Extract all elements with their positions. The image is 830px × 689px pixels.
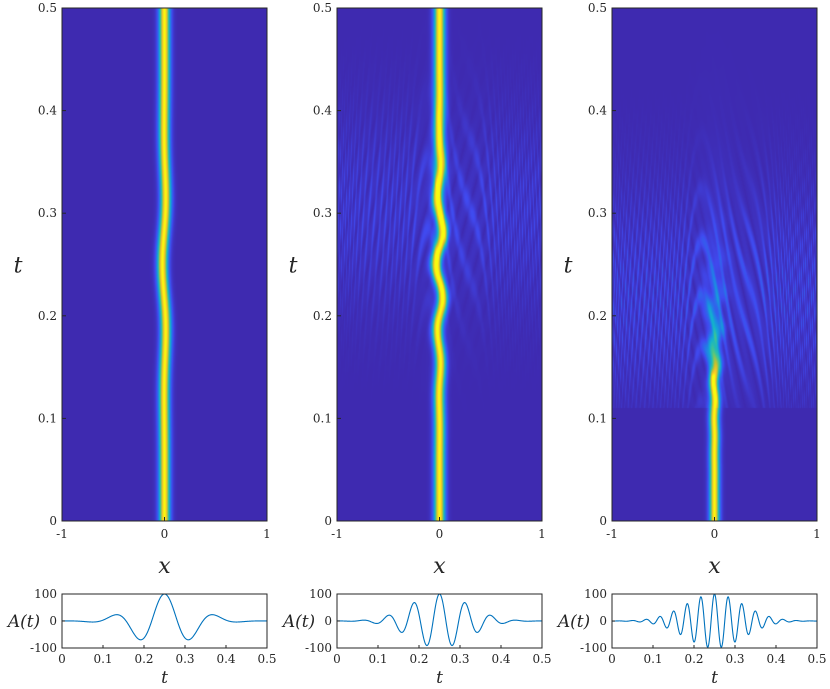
x-tick-label: -1 xyxy=(606,527,618,541)
x-tick-label: -1 xyxy=(56,527,68,541)
y-tick-label: 0.5 xyxy=(313,1,332,15)
heatmap-panel-3: -1 0 100.10.20.30.40.5xt xyxy=(564,1,821,579)
x-tick-label: -1 xyxy=(331,527,343,541)
y-tick-label: 0.4 xyxy=(313,104,332,118)
x-axis-label: x xyxy=(708,554,721,579)
y-tick-label: 0.1 xyxy=(588,411,607,425)
heatmap-image-2 xyxy=(337,8,542,521)
heatmap-image-1 xyxy=(62,8,267,521)
x-tick-label: 0.3 xyxy=(725,652,744,666)
x-tick-label: 0.4 xyxy=(766,652,785,666)
x-tick-label: 0 xyxy=(333,652,341,666)
y-tick-label: 0.5 xyxy=(588,1,607,15)
y-tick-label: 0.4 xyxy=(588,104,607,118)
amplitude-series-line xyxy=(62,594,267,641)
y-tick-label: 0 xyxy=(599,514,607,528)
heatmap-panel-1: -1 0 100.10.20.30.40.5xt xyxy=(14,1,271,579)
y-tick-label: 0.3 xyxy=(38,206,57,220)
y-tick-label: -100 xyxy=(30,641,57,655)
x-axis-label: x xyxy=(433,554,446,579)
y-tick-label: 0.2 xyxy=(588,309,607,323)
x-tick-label: 0.4 xyxy=(491,652,510,666)
y-tick-label: 0 xyxy=(324,514,332,528)
amplitude-series-line xyxy=(337,594,542,647)
y-tick-label: 0 xyxy=(599,614,607,628)
x-tick-label: 1 xyxy=(538,527,546,541)
y-axis-label: A(t) xyxy=(556,612,590,632)
x-tick-label: 0.2 xyxy=(684,652,703,666)
x-tick-label: 0 xyxy=(711,527,719,541)
x-axis-label: x xyxy=(158,554,171,579)
x-tick-label: 0 xyxy=(58,652,66,666)
heatmap-image-3 xyxy=(612,8,817,521)
x-tick-label: 0.5 xyxy=(257,652,276,666)
x-axis-label: t xyxy=(161,668,168,688)
y-tick-label: -100 xyxy=(305,641,332,655)
y-tick-label: -100 xyxy=(580,641,607,655)
y-tick-label: 0.2 xyxy=(313,309,332,323)
y-tick-label: 0 xyxy=(49,614,57,628)
x-tick-label: 0.1 xyxy=(368,652,387,666)
heatmap-panel-2: -1 0 100.10.20.30.40.5xt xyxy=(289,1,546,579)
y-tick-label: 0.3 xyxy=(588,206,607,220)
y-axis-label: t xyxy=(289,254,298,279)
x-tick-label: 0 xyxy=(608,652,616,666)
y-tick-label: 0.3 xyxy=(313,206,332,220)
x-tick-label: 0.1 xyxy=(643,652,662,666)
x-tick-label: 0.5 xyxy=(532,652,551,666)
line-frame xyxy=(61,593,268,649)
x-tick-label: 1 xyxy=(263,527,271,541)
x-tick-label: 0.2 xyxy=(409,652,428,666)
x-tick-label: 0 xyxy=(436,527,444,541)
x-axis-label: t xyxy=(436,668,443,688)
x-tick-label: 0.5 xyxy=(807,652,826,666)
x-axis-label: t xyxy=(711,668,718,688)
y-axis-label: A(t) xyxy=(6,612,40,632)
y-tick-label: 100 xyxy=(584,587,607,601)
y-tick-label: 0.1 xyxy=(313,411,332,425)
x-tick-label: 0.4 xyxy=(216,652,235,666)
x-tick-label: 0.3 xyxy=(175,652,194,666)
x-tick-label: 0.1 xyxy=(93,652,112,666)
y-axis-label: A(t) xyxy=(281,612,315,632)
y-tick-label: 0.4 xyxy=(38,104,57,118)
y-tick-label: 0.5 xyxy=(38,1,57,15)
y-axis-label: t xyxy=(564,254,573,279)
x-tick-label: 0 xyxy=(161,527,169,541)
y-tick-label: 0 xyxy=(324,614,332,628)
x-tick-label: 1 xyxy=(813,527,821,541)
y-tick-label: 0.2 xyxy=(38,309,57,323)
x-tick-label: 0.2 xyxy=(134,652,153,666)
y-axis-label: t xyxy=(14,254,23,279)
x-tick-label: 0.3 xyxy=(450,652,469,666)
y-tick-label: 0.1 xyxy=(38,411,57,425)
y-tick-label: 100 xyxy=(34,587,57,601)
amplitude-series-line xyxy=(612,594,817,648)
y-tick-label: 100 xyxy=(309,587,332,601)
y-tick-label: 0 xyxy=(49,514,57,528)
